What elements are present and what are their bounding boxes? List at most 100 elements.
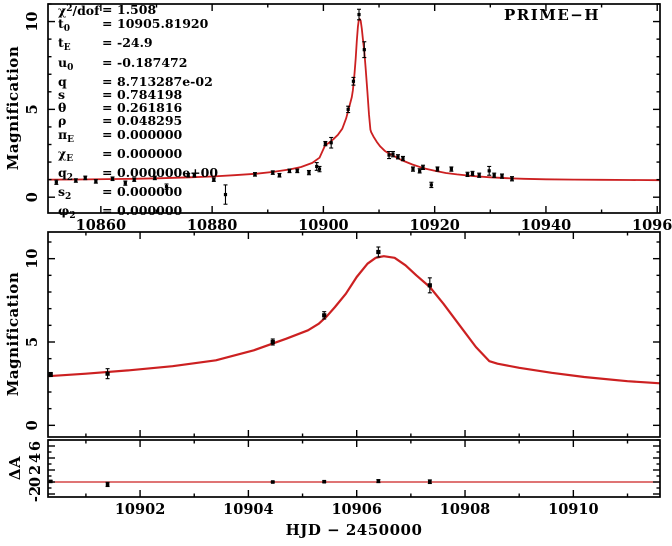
fit-parameter-line: u0 = -0.187472 xyxy=(58,54,188,73)
zoom-y-axis-title: Magnification xyxy=(4,271,22,397)
data-point xyxy=(322,311,327,320)
x-tick-label: 10940 xyxy=(521,217,571,234)
y-tick-label: 2 xyxy=(27,465,44,475)
data-point xyxy=(329,136,334,149)
data-point xyxy=(390,150,395,158)
y-tick-label: 10 xyxy=(24,11,41,31)
x-axis-title: HJD − 2450000 xyxy=(285,521,423,539)
data-point xyxy=(477,172,482,178)
data-point xyxy=(270,170,275,175)
fit-parameter-line: s = 0.784198 xyxy=(58,87,183,103)
fit-parameter-line: tE = -24.9 xyxy=(58,35,153,54)
data-point xyxy=(287,168,292,174)
data-point xyxy=(357,8,362,21)
x-tick-label: 10902 xyxy=(115,501,165,518)
fit-parameter-line: χ2/dof = 1.508 xyxy=(58,2,157,18)
y-tick-label: 6 xyxy=(27,441,44,451)
data-point xyxy=(435,166,440,172)
dataset-label: PRIME−H xyxy=(504,6,601,24)
x-tick-label: 10900 xyxy=(298,217,348,234)
data-point xyxy=(110,176,115,182)
data-point xyxy=(410,166,415,172)
y-tick-label: 10 xyxy=(24,249,41,269)
data-point xyxy=(132,177,137,182)
data-point xyxy=(362,41,367,59)
data-point xyxy=(492,172,497,178)
data-point xyxy=(93,179,98,184)
y-tick-label: 0 xyxy=(27,477,44,487)
data-point xyxy=(105,368,110,380)
x-tick-label: 10880 xyxy=(187,217,237,234)
y-tick-label: -2 xyxy=(27,486,44,502)
fit-parameter-line: θ = 0.261816 xyxy=(58,100,183,116)
data-point xyxy=(487,165,492,176)
fit-parameter-line: ρ = 0.048295 xyxy=(58,113,183,129)
data-point xyxy=(295,168,300,174)
residual-y-axis-title: ΔA xyxy=(6,455,24,481)
data-point xyxy=(211,177,216,182)
data-point xyxy=(54,179,59,185)
data-point xyxy=(105,481,110,488)
top-y-axis-title: Magnification xyxy=(4,45,22,171)
data-point xyxy=(73,178,78,183)
data-point xyxy=(420,164,425,170)
axes-box xyxy=(47,3,661,214)
data-point xyxy=(270,338,275,346)
data-point xyxy=(317,165,322,173)
data-point xyxy=(427,479,432,485)
y-tick-label: 0 xyxy=(24,192,41,202)
data-point xyxy=(270,480,275,484)
data-point xyxy=(417,168,422,174)
x-tick-label: 10910 xyxy=(548,501,598,518)
data-point xyxy=(400,155,405,162)
x-tick-label: 10904 xyxy=(223,501,273,518)
fit-parameter-line: φ2 = 0.000000 xyxy=(58,203,183,222)
data-point xyxy=(164,183,169,190)
data-point xyxy=(123,180,128,186)
data-point xyxy=(465,171,470,178)
data-point xyxy=(510,176,515,182)
data-point xyxy=(186,172,191,178)
data-point xyxy=(323,140,328,147)
fit-parameters: χ2/dof = 1.508 t0 = 10905.81920 tE = -24.9 u0 = -0.… xyxy=(58,3,218,224)
data-point xyxy=(376,246,381,258)
data-point xyxy=(152,175,157,181)
y-tick-label: 5 xyxy=(24,104,41,114)
y-tick-label: 4 xyxy=(27,453,44,463)
fit-parameter-line: q = 8.713287e-02 xyxy=(58,73,213,89)
panel-zoom-lightcurve: 0 5 10 xyxy=(24,231,661,438)
data-point xyxy=(429,181,434,189)
data-point xyxy=(306,169,311,176)
fit-parameter-line: t0 = 10905.81920 xyxy=(58,16,209,35)
data-point xyxy=(277,172,282,178)
panel-residuals: 10902 10904 10906 10908 10910 -20 2 4 6 xyxy=(27,439,661,518)
y-tick-label: 0 xyxy=(24,420,41,430)
model-curve xyxy=(48,255,660,385)
data-point xyxy=(192,172,197,178)
data-point xyxy=(351,76,356,86)
fit-parameter-line: s2 = 0.000000 xyxy=(58,184,183,203)
data-point xyxy=(376,479,381,484)
fit-parameter-line: χE = 0.000000 xyxy=(58,145,183,164)
data-point xyxy=(395,154,400,160)
x-tick-label: 10860 xyxy=(76,217,126,234)
data-point xyxy=(499,173,504,179)
data-point xyxy=(322,479,327,484)
axes-box xyxy=(47,439,661,498)
data-point xyxy=(223,184,228,205)
data-point xyxy=(427,277,432,294)
x-tick-label: 10920 xyxy=(409,217,459,234)
y-tick-label: 5 xyxy=(24,337,41,347)
data-point xyxy=(387,150,392,160)
fit-parameter-line: q2 = 0.000000e+00 xyxy=(58,165,219,184)
axes-box xyxy=(47,231,661,438)
fit-parameter-line: πE = 0.000000 xyxy=(58,126,183,145)
data-point xyxy=(83,175,88,181)
data-point xyxy=(252,172,257,177)
x-tick-label: 10906 xyxy=(331,501,381,518)
data-point xyxy=(449,166,454,172)
data-point xyxy=(470,170,475,177)
